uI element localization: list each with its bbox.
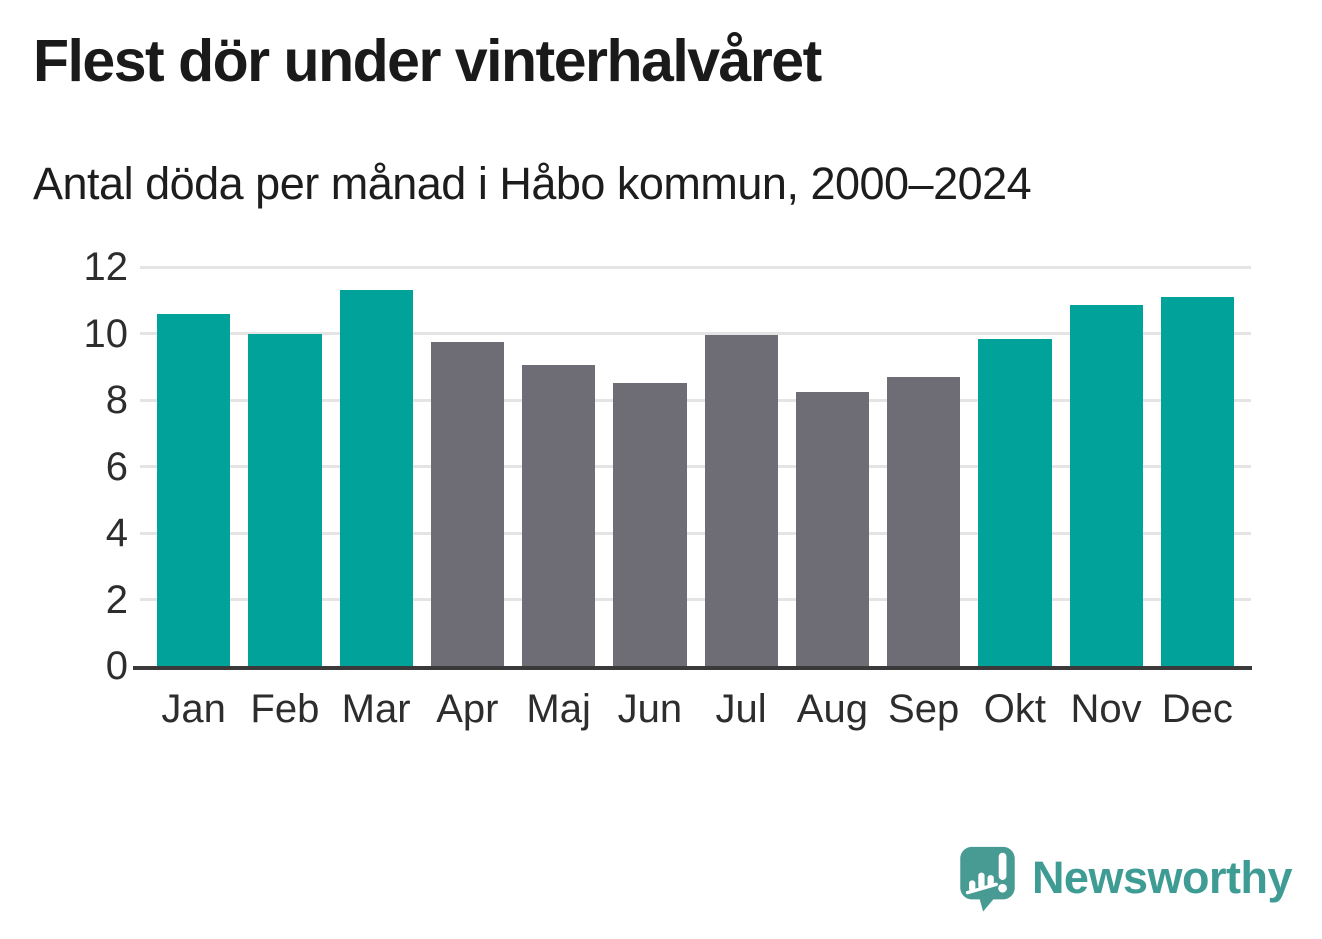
- bar-feb: [248, 333, 322, 666]
- bar-slot: [978, 267, 1052, 666]
- x-tick-label-apr: Apr: [436, 687, 499, 731]
- newsworthy-brand: Newsworthy: [956, 843, 1293, 913]
- bar-nov: [1069, 305, 1143, 666]
- bar-dec: [1160, 296, 1234, 666]
- y-tick-label-4: 4: [105, 511, 128, 556]
- gridline-8: [140, 398, 1251, 402]
- brand-name: Newsworthy: [1031, 852, 1293, 903]
- bar-slot: [157, 267, 231, 666]
- bar-apr: [430, 341, 504, 666]
- x-tick-label-maj: Maj: [526, 687, 591, 731]
- bar-slot: [795, 267, 869, 666]
- gridline-10: [140, 332, 1251, 335]
- y-axis-labels: 0 2 4 6 8 10 12: [20, 247, 129, 686]
- bar-jun: [613, 383, 687, 666]
- x-tick-label-nov: Nov: [1070, 687, 1142, 731]
- x-tick-label-okt: Okt: [983, 687, 1046, 731]
- chart-title: Flest dör under vinterhalvåret: [33, 28, 822, 94]
- x-tick-label-sep: Sep: [888, 687, 960, 731]
- mini-bar-3: [987, 875, 994, 887]
- mini-bar-2: [978, 872, 985, 889]
- exclamation-bar: [998, 852, 1007, 880]
- bar-jan: [157, 313, 231, 666]
- y-tick-label-2: 2: [105, 577, 128, 622]
- bar-slot: [704, 267, 778, 666]
- y-tick-label-8: 8: [105, 378, 128, 423]
- x-tick-label-dec: Dec: [1161, 687, 1233, 731]
- y-tick-label-12: 12: [83, 245, 129, 289]
- newsworthy-logo-icon: [960, 846, 1015, 912]
- bars: [140, 267, 1251, 666]
- bar-slot: [887, 267, 961, 666]
- bar-slot: [522, 267, 596, 666]
- x-tick-label-aug: Aug: [796, 687, 868, 731]
- x-axis-line: [133, 666, 1252, 670]
- x-tick-label-jun: Jun: [617, 687, 683, 731]
- y-tick-label-10: 10: [83, 311, 129, 356]
- bar-slot: [339, 267, 413, 666]
- bar-sep: [887, 376, 961, 666]
- x-tick-label-feb: Feb: [250, 687, 320, 731]
- bar-slot: [613, 267, 687, 666]
- exclamation-dot: [998, 883, 1007, 893]
- bar-aug: [795, 391, 869, 666]
- bar-slot: [1069, 267, 1143, 666]
- bar-slot: [248, 267, 322, 666]
- y-tick-label-0: 0: [105, 644, 128, 688]
- bar-slot: [430, 267, 504, 666]
- bar-maj: [522, 365, 596, 666]
- x-axis-labels: Jan Feb Mar Apr Maj Jun Jul Aug Sep Okt Nov Dec: [140, 686, 1251, 732]
- bar-okt: [978, 338, 1052, 666]
- gridline-6: [140, 465, 1251, 468]
- x-tick-label-jul: Jul: [715, 687, 767, 731]
- gridline-2: [140, 598, 1251, 602]
- bar-mar: [339, 290, 413, 666]
- plot-area: [133, 265, 1252, 670]
- gridline-12: [140, 265, 1251, 269]
- gridline-4: [140, 531, 1251, 535]
- chart-subtitle: Antal döda per månad i Håbo kommun, 2000…: [33, 158, 1032, 209]
- x-tick-label-mar: Mar: [341, 687, 411, 731]
- bar-jul: [704, 335, 778, 666]
- x-tick-label-jan: Jan: [161, 687, 226, 731]
- bar-slot: [1160, 267, 1234, 666]
- mini-bar-1: [968, 880, 976, 892]
- y-tick-label-6: 6: [105, 444, 128, 489]
